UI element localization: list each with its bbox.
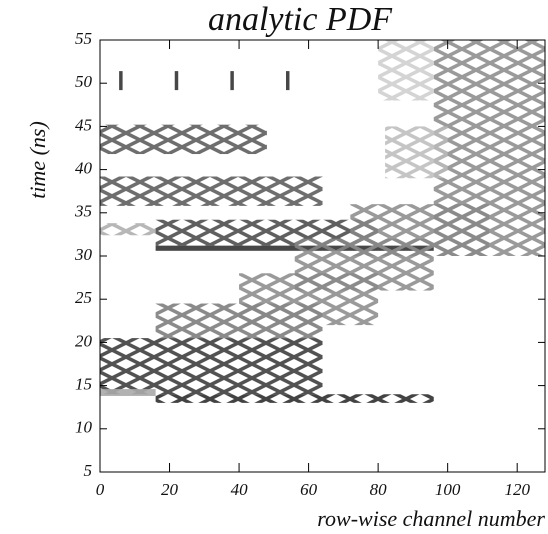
- y-tick-label: 25: [75, 288, 92, 307]
- density-region: [100, 176, 323, 206]
- density-region: [378, 40, 434, 101]
- density-region: [100, 124, 267, 155]
- y-tick-label: 45: [75, 115, 92, 134]
- density-region: [385, 126, 448, 179]
- x-tick-label: 20: [161, 480, 179, 499]
- x-tick-label: 60: [300, 480, 318, 499]
- y-axis-label: time (ns): [25, 121, 50, 199]
- y-tick-label: 30: [74, 245, 93, 264]
- y-tick-label: 50: [75, 72, 93, 91]
- x-axis-label: row-wise channel number: [317, 506, 545, 531]
- density-region: [285, 71, 290, 91]
- y-tick-label: 40: [75, 159, 93, 178]
- density-region: [433, 40, 545, 256]
- x-tick-label: 80: [370, 480, 388, 499]
- density-region: [174, 71, 179, 91]
- density-region: [100, 338, 323, 395]
- x-tick-label: 0: [96, 480, 105, 499]
- y-tick-label: 15: [75, 375, 92, 394]
- density-region: [100, 223, 156, 236]
- y-tick-label: 35: [74, 202, 92, 221]
- x-tick-label: 100: [435, 480, 461, 499]
- density-region: [230, 71, 234, 91]
- density-region: [155, 394, 434, 403]
- y-tick-label: 55: [75, 29, 92, 48]
- density-region: [119, 71, 123, 91]
- y-tick-label: 5: [84, 461, 93, 480]
- chart-title: analytic PDF: [208, 1, 393, 38]
- x-tick-label: 120: [504, 480, 530, 499]
- x-tick-label: 40: [231, 480, 249, 499]
- y-tick-label: 20: [75, 331, 93, 350]
- y-tick-label: 10: [75, 418, 93, 437]
- density-region: [100, 389, 156, 396]
